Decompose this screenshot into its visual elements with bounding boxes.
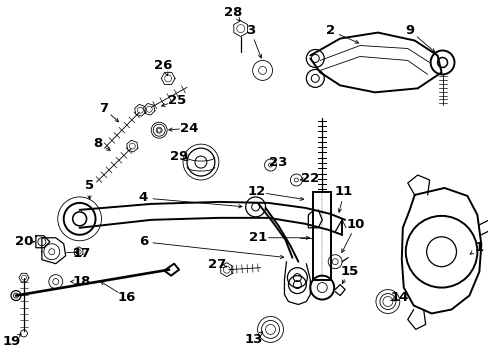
Text: 4: 4 bbox=[139, 192, 147, 204]
Text: 24: 24 bbox=[180, 122, 198, 135]
Text: 20: 20 bbox=[15, 235, 33, 248]
Text: 9: 9 bbox=[405, 24, 413, 37]
Text: 8: 8 bbox=[93, 137, 102, 150]
Text: 25: 25 bbox=[167, 94, 186, 107]
Text: 19: 19 bbox=[3, 335, 21, 348]
Text: 13: 13 bbox=[244, 333, 262, 346]
Text: 6: 6 bbox=[139, 235, 147, 248]
Text: 15: 15 bbox=[340, 265, 359, 278]
Text: 23: 23 bbox=[269, 156, 287, 168]
Text: 27: 27 bbox=[207, 258, 225, 271]
Text: 14: 14 bbox=[390, 291, 408, 304]
Text: 28: 28 bbox=[223, 6, 242, 19]
Text: 18: 18 bbox=[72, 275, 91, 288]
Text: 3: 3 bbox=[245, 24, 255, 37]
Text: 26: 26 bbox=[154, 59, 172, 72]
Text: 1: 1 bbox=[474, 241, 483, 254]
Text: 11: 11 bbox=[334, 185, 352, 198]
Text: 21: 21 bbox=[249, 231, 267, 244]
Text: 2: 2 bbox=[325, 24, 334, 37]
Text: 17: 17 bbox=[72, 247, 91, 260]
Text: 7: 7 bbox=[99, 102, 108, 115]
Text: 29: 29 bbox=[170, 150, 188, 163]
Text: 5: 5 bbox=[85, 180, 94, 193]
Text: 12: 12 bbox=[247, 185, 265, 198]
Text: 10: 10 bbox=[346, 218, 365, 231]
Bar bbox=[313, 192, 330, 280]
Text: 16: 16 bbox=[117, 291, 135, 304]
Text: 22: 22 bbox=[301, 171, 319, 185]
